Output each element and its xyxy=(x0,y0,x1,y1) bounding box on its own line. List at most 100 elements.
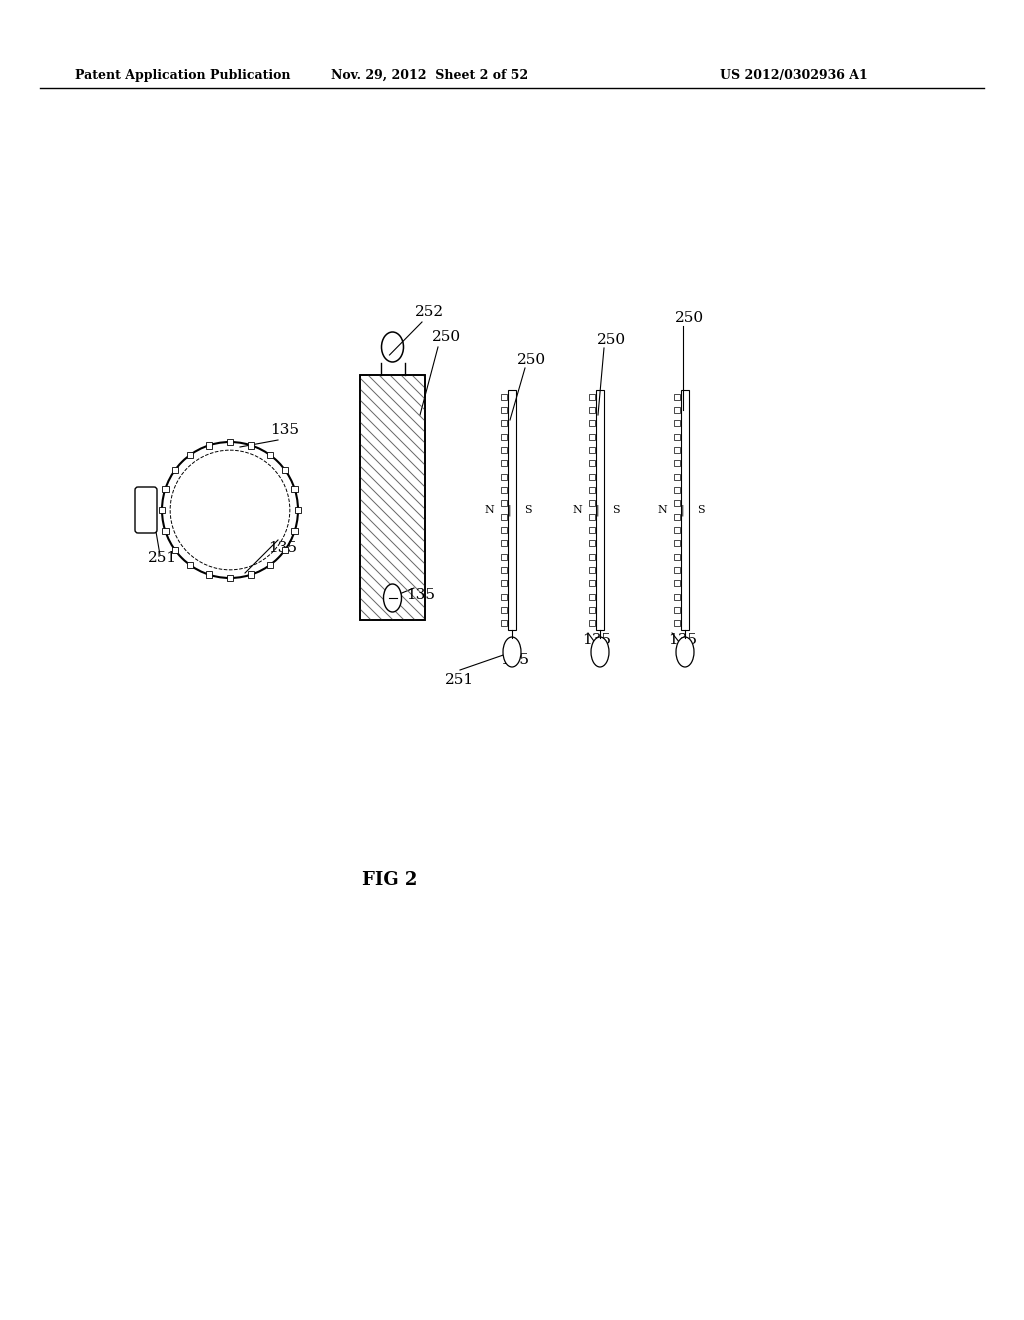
FancyBboxPatch shape xyxy=(206,442,212,449)
Bar xyxy=(589,407,595,413)
Text: N: N xyxy=(484,506,494,515)
Text: |: | xyxy=(507,504,511,516)
Ellipse shape xyxy=(591,638,609,667)
Bar xyxy=(508,389,516,630)
FancyBboxPatch shape xyxy=(266,562,273,569)
Bar xyxy=(589,420,595,426)
Bar xyxy=(589,500,595,507)
Bar xyxy=(501,407,507,413)
Text: 135: 135 xyxy=(268,541,297,554)
FancyBboxPatch shape xyxy=(248,442,254,449)
Text: 250: 250 xyxy=(517,352,546,367)
FancyBboxPatch shape xyxy=(226,438,233,445)
Bar xyxy=(501,553,507,560)
Bar xyxy=(589,513,595,520)
Bar xyxy=(589,540,595,546)
Bar xyxy=(674,447,680,453)
Text: 251: 251 xyxy=(445,673,474,686)
Ellipse shape xyxy=(503,638,521,667)
Text: 251: 251 xyxy=(148,550,177,565)
Bar xyxy=(501,568,507,573)
Bar xyxy=(674,487,680,492)
Text: 135: 135 xyxy=(406,587,435,602)
Text: S: S xyxy=(524,506,531,515)
Text: |: | xyxy=(595,504,599,516)
Bar xyxy=(674,461,680,466)
Text: 250: 250 xyxy=(432,330,461,345)
Bar xyxy=(589,447,595,453)
Bar xyxy=(674,620,680,626)
FancyBboxPatch shape xyxy=(292,486,298,492)
Bar xyxy=(501,527,507,533)
Bar xyxy=(589,474,595,479)
FancyBboxPatch shape xyxy=(172,467,178,474)
Bar xyxy=(674,607,680,612)
FancyBboxPatch shape xyxy=(226,574,233,581)
Text: 135: 135 xyxy=(270,422,299,437)
FancyBboxPatch shape xyxy=(248,572,254,578)
Bar xyxy=(501,393,507,400)
Bar xyxy=(674,540,680,546)
FancyBboxPatch shape xyxy=(282,546,289,553)
Bar xyxy=(360,375,425,620)
FancyBboxPatch shape xyxy=(282,467,289,474)
Bar xyxy=(674,594,680,599)
Text: S: S xyxy=(697,506,705,515)
Text: FIG 2: FIG 2 xyxy=(362,871,418,888)
Text: 135: 135 xyxy=(500,653,529,667)
FancyBboxPatch shape xyxy=(206,572,212,578)
Bar xyxy=(501,620,507,626)
Bar xyxy=(501,447,507,453)
FancyBboxPatch shape xyxy=(292,528,298,535)
Bar xyxy=(501,500,507,507)
Bar xyxy=(501,540,507,546)
Text: 250: 250 xyxy=(597,333,626,347)
Bar xyxy=(589,568,595,573)
FancyBboxPatch shape xyxy=(162,528,169,535)
Bar xyxy=(589,607,595,612)
Bar xyxy=(674,581,680,586)
FancyBboxPatch shape xyxy=(295,507,301,513)
Bar xyxy=(589,527,595,533)
Bar xyxy=(501,487,507,492)
FancyBboxPatch shape xyxy=(186,451,194,458)
Bar xyxy=(674,568,680,573)
Bar xyxy=(674,500,680,507)
Bar xyxy=(589,581,595,586)
Text: S: S xyxy=(612,506,620,515)
Bar xyxy=(589,393,595,400)
Bar xyxy=(501,607,507,612)
Ellipse shape xyxy=(676,638,694,667)
Bar xyxy=(501,594,507,599)
Bar xyxy=(674,527,680,533)
Text: 135: 135 xyxy=(668,634,697,647)
FancyBboxPatch shape xyxy=(135,487,157,533)
FancyBboxPatch shape xyxy=(186,562,194,569)
Bar xyxy=(501,474,507,479)
Ellipse shape xyxy=(384,583,401,612)
Bar xyxy=(589,594,595,599)
Text: 252: 252 xyxy=(415,305,444,319)
Bar xyxy=(589,620,595,626)
Text: Patent Application Publication: Patent Application Publication xyxy=(75,69,291,82)
Bar xyxy=(501,513,507,520)
Text: N: N xyxy=(572,506,582,515)
Text: US 2012/0302936 A1: US 2012/0302936 A1 xyxy=(720,69,867,82)
FancyBboxPatch shape xyxy=(172,546,178,553)
Bar xyxy=(596,389,604,630)
Bar xyxy=(674,393,680,400)
Text: Nov. 29, 2012  Sheet 2 of 52: Nov. 29, 2012 Sheet 2 of 52 xyxy=(332,69,528,82)
Bar xyxy=(589,487,595,492)
Bar xyxy=(674,407,680,413)
Bar xyxy=(501,461,507,466)
Bar xyxy=(674,553,680,560)
Bar xyxy=(501,434,507,440)
Text: N: N xyxy=(657,506,667,515)
Bar xyxy=(589,553,595,560)
FancyBboxPatch shape xyxy=(159,507,165,513)
Bar xyxy=(589,434,595,440)
Bar xyxy=(501,420,507,426)
Bar xyxy=(501,581,507,586)
Bar xyxy=(681,389,689,630)
FancyBboxPatch shape xyxy=(266,451,273,458)
